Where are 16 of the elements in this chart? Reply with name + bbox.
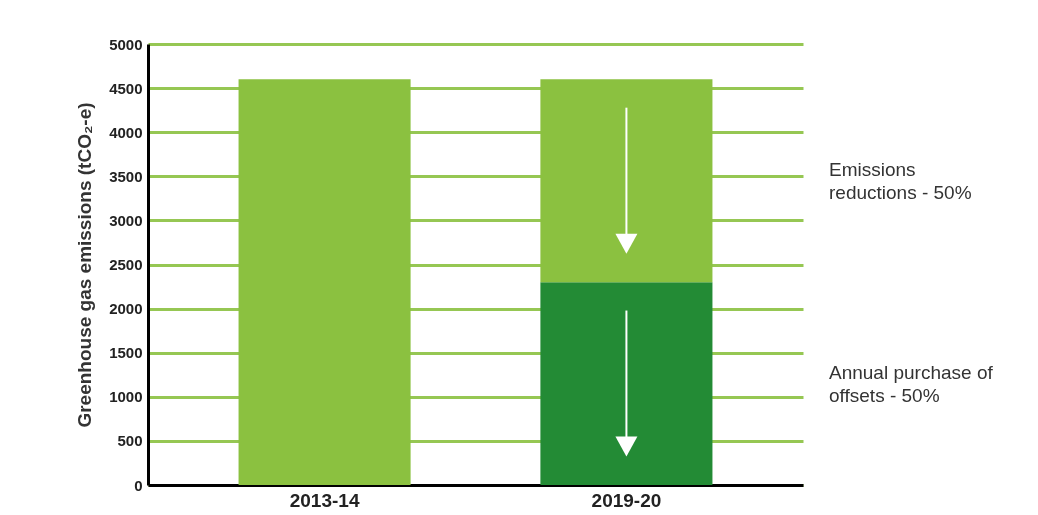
- y-tick-label: 3000: [109, 211, 143, 229]
- y-tick-label: 1500: [109, 344, 143, 362]
- y-tick-label: 2500: [109, 256, 143, 273]
- text: Emissions reductions - 50%: [829, 157, 973, 204]
- y-tick-label: 1000: [109, 388, 143, 406]
- x-tick-label: 2013-14: [289, 489, 360, 511]
- y-tick-label: 0: [134, 476, 143, 494]
- y-tick-label: 5000: [109, 35, 143, 53]
- y-tick-label: 3500: [109, 167, 143, 185]
- y-tick-label: 4500: [109, 79, 143, 97]
- y-tick-label: 500: [117, 432, 143, 450]
- y-axis-title: Greenhouse gas emissions (tCO₂-e): [74, 102, 96, 428]
- y-tick-label: 4000: [109, 123, 143, 141]
- x-tick-label: 2019-20: [591, 489, 662, 511]
- y-tick-label: 2000: [109, 300, 143, 318]
- text: Annual purchase of offsets - 50%: [829, 360, 994, 407]
